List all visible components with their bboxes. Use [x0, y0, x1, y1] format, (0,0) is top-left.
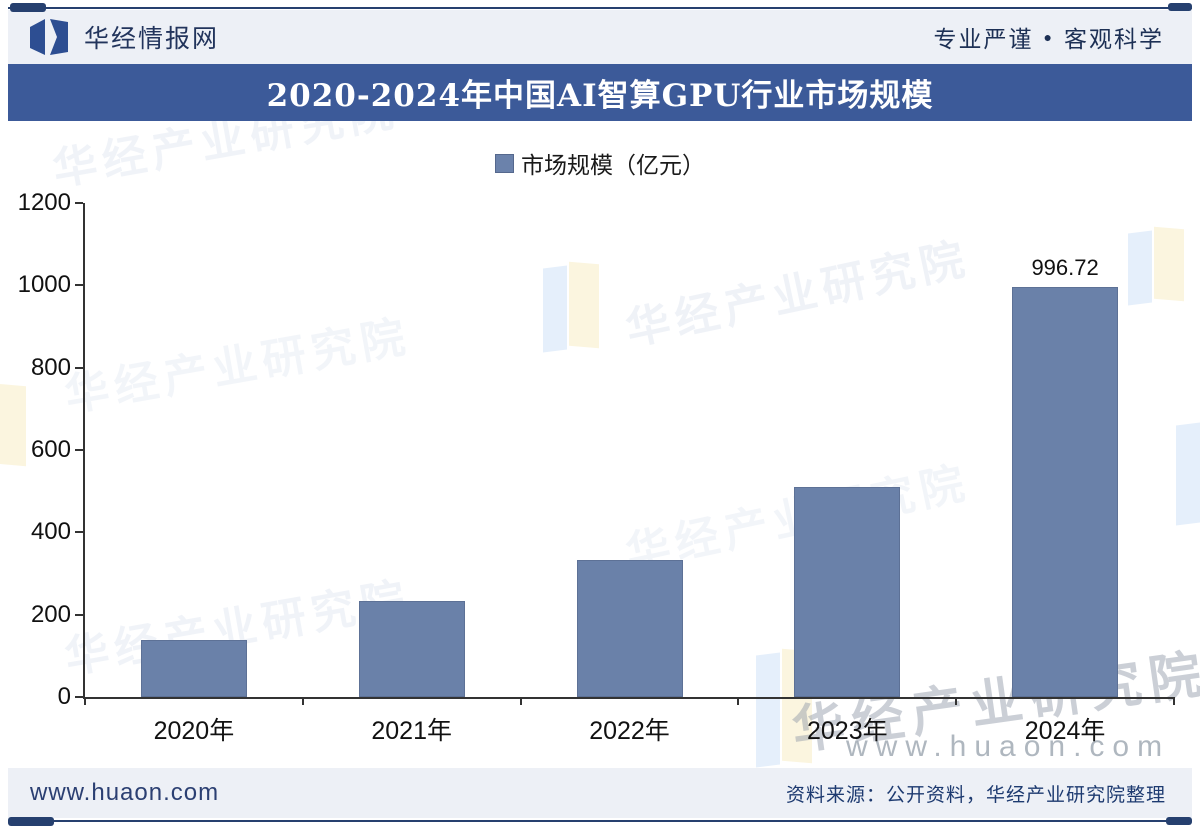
- x-axis-tick: [84, 697, 86, 705]
- x-axis-tick: [955, 697, 958, 705]
- y-axis-label: 800: [30, 353, 71, 381]
- top-rule-right-cap: [1168, 3, 1192, 11]
- y-axis-tick: [75, 202, 83, 204]
- bar: [358, 601, 465, 697]
- legend-swatch: [495, 153, 514, 173]
- legend-label: 市场规模（亿元）: [521, 152, 705, 178]
- y-axis-label: 400: [30, 518, 71, 546]
- x-axis-label: 2024年: [1024, 717, 1106, 745]
- y-axis-tick: [75, 366, 83, 369]
- header-bar: 华经情报网 专业严谨 ● 客观科学: [8, 10, 1192, 64]
- slogan-right: 客观科学: [1064, 26, 1164, 52]
- huajing-logo-icon: [30, 19, 68, 55]
- bottom-rule-line: [8, 820, 1192, 822]
- y-axis-label: 600: [30, 436, 71, 463]
- y-axis-tick: [75, 531, 83, 534]
- top-rule-line: [8, 7, 1192, 9]
- plot-area: 0 200 400 600 800 1000 1200 2020年 2021年 2022年 2023…: [18, 189, 1175, 745]
- bar-value-label: 996.72: [1031, 254, 1099, 280]
- y-axis-label: 200: [30, 600, 71, 628]
- brand-name: 华经情报网: [84, 25, 220, 53]
- chart-title: 2020-2024年中国AI智算GPU行业市场规模: [266, 78, 934, 114]
- y-axis-tick: [75, 449, 83, 451]
- x-axis-tick: [301, 697, 304, 705]
- top-rule-left-cap: [10, 3, 46, 12]
- title-bar: 2020-2024年中国AI智算GPU行业市场规模: [8, 64, 1192, 121]
- x-axis-tick: [519, 697, 522, 705]
- bar: [794, 487, 901, 697]
- x-axis-tick: [737, 697, 740, 705]
- x-axis-tick: [1173, 697, 1175, 705]
- footer-site-text: www.huaon.com: [30, 779, 220, 806]
- bullet-icon: ●: [1043, 29, 1054, 45]
- x-axis-label: 2023年: [806, 717, 888, 745]
- bar: [1012, 286, 1119, 697]
- bar: [576, 559, 683, 697]
- x-axis-label: 2021年: [371, 717, 452, 745]
- bottom-rule-left-cap: [8, 817, 54, 826]
- y-axis-tick: [75, 284, 83, 287]
- brand: 华经情报网: [28, 18, 219, 56]
- watermark-logo-shape: [1176, 420, 1200, 526]
- bottom-rule-right-cap: [1166, 817, 1192, 825]
- footer-bar: www.huaon.com 资料来源：公开资料，华经产业研究院整理: [8, 768, 1192, 818]
- chart-legend: 市场规模（亿元）: [0, 146, 1200, 180]
- x-axis-label: 2020年: [153, 717, 235, 745]
- footer-source-text: 资料来源：公开资料，华经产业研究院整理: [785, 784, 1166, 806]
- y-axis-label: 1200: [17, 189, 71, 216]
- y-axis-tick: [75, 696, 83, 698]
- x-axis-label: 2022年: [589, 717, 670, 745]
- bar: [140, 640, 247, 697]
- y-axis-label: 1000: [17, 271, 71, 299]
- slogan-left: 专业严谨: [933, 26, 1034, 52]
- y-axis-tick: [75, 613, 83, 616]
- header-slogan: 专业严谨 ● 客观科学: [934, 20, 1164, 54]
- y-axis-label: 0: [57, 683, 71, 710]
